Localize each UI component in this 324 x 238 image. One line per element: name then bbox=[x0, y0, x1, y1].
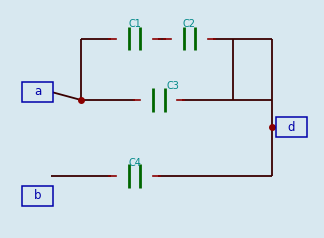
FancyBboxPatch shape bbox=[275, 117, 307, 138]
FancyBboxPatch shape bbox=[22, 186, 53, 206]
Text: d: d bbox=[287, 121, 295, 134]
Text: a: a bbox=[34, 85, 41, 98]
Text: C3: C3 bbox=[167, 81, 180, 91]
Text: C1: C1 bbox=[128, 19, 141, 29]
Text: b: b bbox=[34, 189, 41, 202]
Text: C4: C4 bbox=[128, 158, 141, 168]
Text: C2: C2 bbox=[183, 19, 196, 29]
FancyBboxPatch shape bbox=[22, 82, 53, 102]
